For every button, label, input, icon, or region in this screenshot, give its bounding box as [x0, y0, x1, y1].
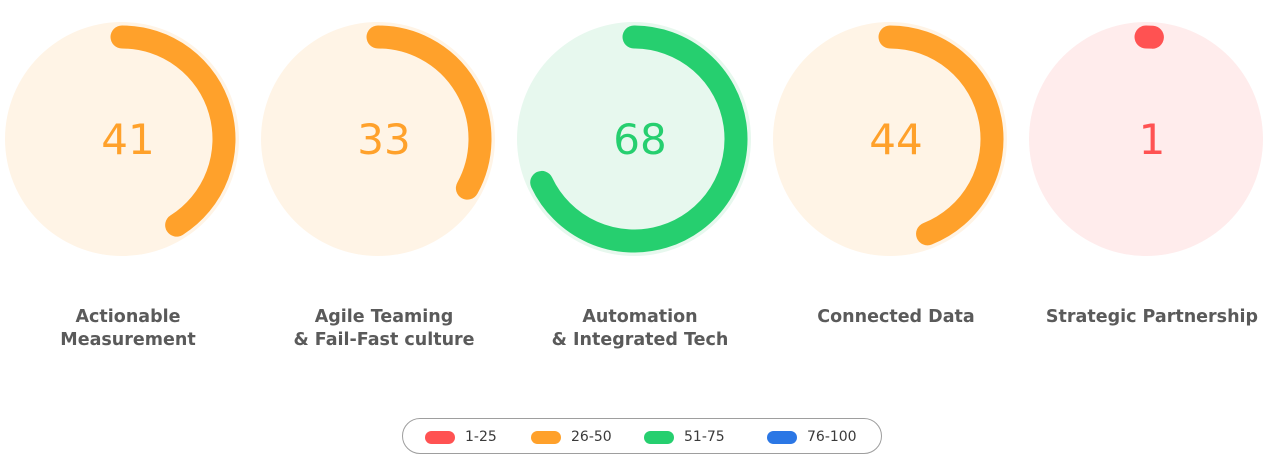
gauge: 33 Agile Teaming & Fail-Fast culture — [256, 0, 512, 380]
legend-swatch — [767, 430, 797, 444]
gauge-label-line: & Fail-Fast culture — [293, 330, 475, 350]
gauge-svg — [517, 22, 751, 256]
legend-label: 1-25 — [465, 429, 497, 445]
gauge: 68 Automation & Integrated Tech — [512, 0, 768, 380]
gauge-label-line: & Integrated Tech — [551, 330, 729, 350]
legend-item: 76-100 — [767, 419, 857, 455]
gauge-svg — [5, 22, 239, 256]
gauge: 44 Connected Data — [768, 0, 1024, 380]
legend-label: 76-100 — [807, 429, 857, 445]
legend-swatch — [644, 430, 674, 444]
legend-swatch — [531, 430, 561, 444]
legend-item: 26-50 — [531, 419, 612, 455]
gauge-label-line: Agile Teaming — [314, 307, 454, 327]
gauge-row: 41 Actionable Measurement 33 Agile Teaming & … — [0, 0, 1280, 380]
gauge-arc — [530, 25, 748, 253]
gauge-label-line: Connected Data — [817, 307, 975, 327]
gauge-track — [261, 22, 495, 256]
gauge-value: 68 — [613, 115, 667, 164]
gauge-track — [1029, 22, 1263, 256]
gauge-track — [5, 22, 239, 256]
gauge-label: Agile Teaming & Fail-Fast culture — [256, 306, 512, 352]
gauge-track — [773, 22, 1007, 256]
gauge-value: 1 — [1138, 115, 1166, 164]
gauge-arc — [878, 25, 1004, 246]
legend-label: 51-75 — [684, 429, 725, 445]
gauge-arc — [110, 25, 236, 237]
gauge-arc — [366, 25, 492, 200]
gauge: 1 Strategic Partnership — [1024, 0, 1280, 380]
gauge-value: 41 — [101, 115, 155, 164]
gauge-svg — [1029, 22, 1263, 256]
gauge-label-line: Measurement — [60, 330, 196, 350]
gauge-svg — [261, 22, 495, 256]
legend-item: 1-25 — [425, 419, 497, 455]
gauge-value: 44 — [869, 115, 923, 164]
legend-label: 26-50 — [571, 429, 612, 445]
gauge-svg — [773, 22, 1007, 256]
gauge: 41 Actionable Measurement — [0, 0, 256, 380]
legend: 1-25 26-50 51-75 76-100 — [402, 418, 882, 454]
gauge-label: Strategic Partnership — [1024, 306, 1280, 329]
legend-swatch — [425, 430, 455, 444]
gauge-label: Connected Data — [768, 306, 1024, 329]
gauge-label-line: Actionable — [75, 307, 181, 327]
gauge-track — [517, 22, 751, 256]
gauge-label-line: Strategic Partnership — [1045, 307, 1259, 327]
gauge-label-line: Automation — [582, 307, 698, 327]
gauge-value: 33 — [357, 115, 411, 164]
gauge-label: Actionable Measurement — [0, 306, 256, 352]
legend-item: 51-75 — [644, 419, 725, 455]
gauge-label: Automation & Integrated Tech — [512, 306, 768, 352]
